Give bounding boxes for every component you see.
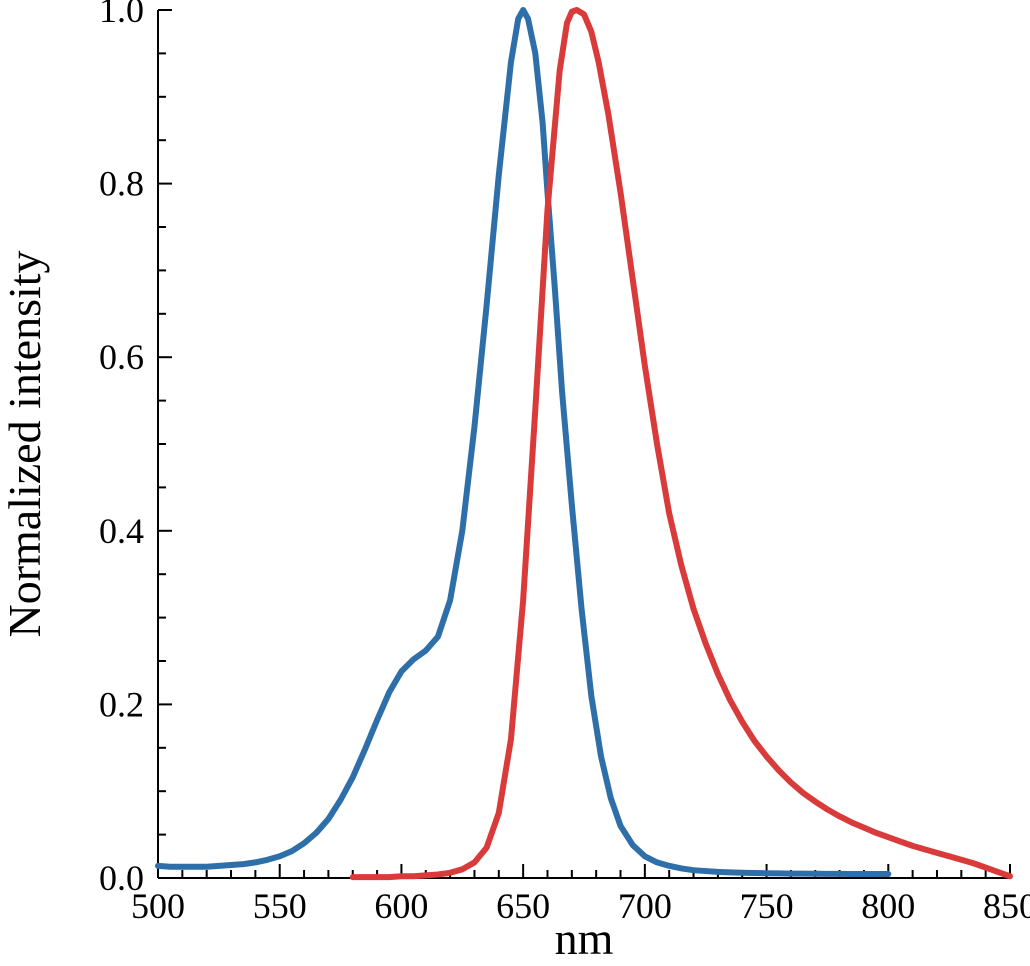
y-tick-label: 0.2 bbox=[99, 684, 144, 724]
y-tick-label: 0.6 bbox=[99, 337, 144, 377]
x-tick-label: 700 bbox=[618, 886, 672, 926]
y-tick-label: 0.8 bbox=[99, 164, 144, 204]
x-tick-label: 600 bbox=[374, 886, 428, 926]
y-tick-label: 0.4 bbox=[99, 511, 144, 551]
x-tick-label: 750 bbox=[740, 886, 794, 926]
x-tick-label: 800 bbox=[861, 886, 915, 926]
series-emission bbox=[353, 10, 1010, 877]
chart-svg: 5005506006507007508008500.00.20.40.60.81… bbox=[0, 0, 1030, 966]
x-axis-label: nm bbox=[555, 913, 614, 964]
y-axis-label: Normalized intensity bbox=[0, 250, 50, 637]
y-tick-label: 0.0 bbox=[99, 858, 144, 898]
x-tick-label: 650 bbox=[496, 886, 550, 926]
x-tick-label: 550 bbox=[253, 886, 307, 926]
y-tick-label: 1.0 bbox=[99, 0, 144, 30]
spectrum-chart: 5005506006507007508008500.00.20.40.60.81… bbox=[0, 0, 1030, 966]
x-tick-label: 850 bbox=[983, 886, 1030, 926]
series-absorption bbox=[158, 10, 888, 874]
